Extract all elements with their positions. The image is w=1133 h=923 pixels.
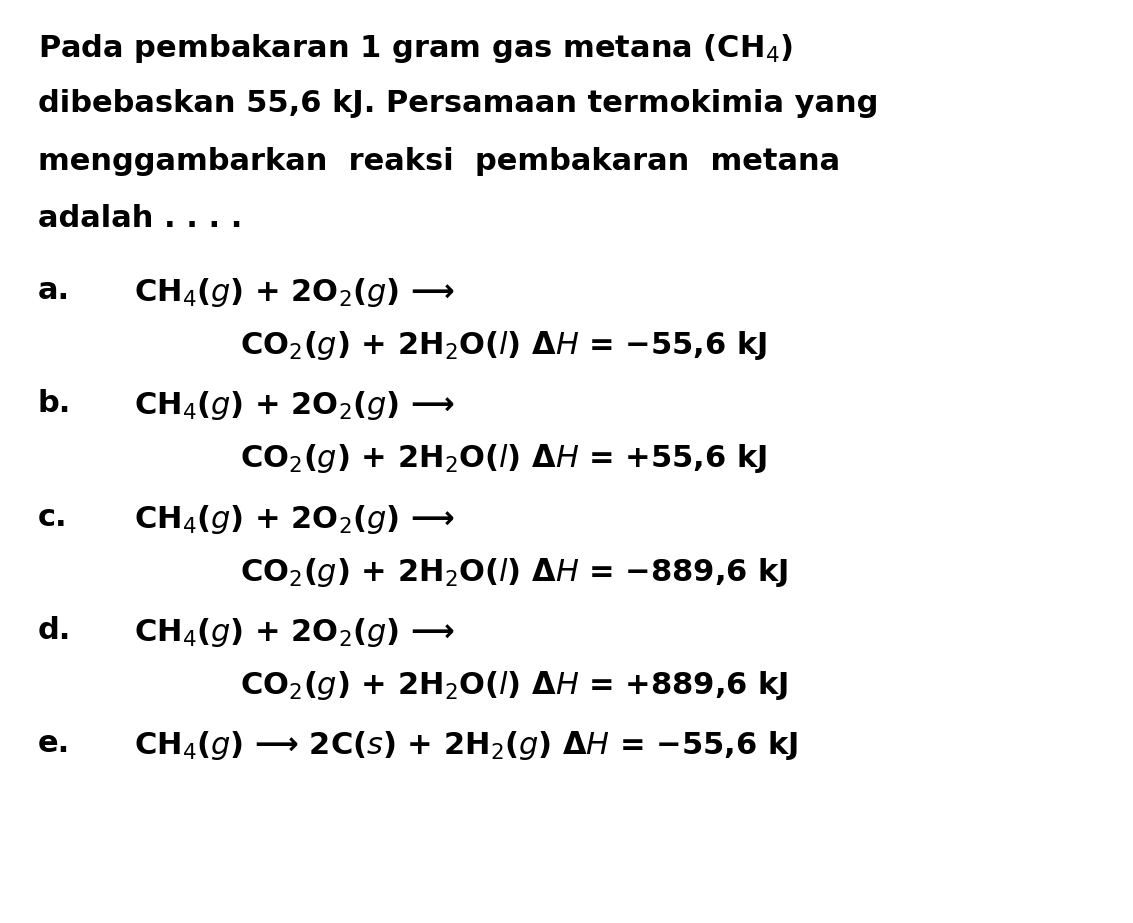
Text: CH$_4$($g$) ⟶ 2C($s$) + 2H$_2$($g$) Δ$H$ = −55,6 kJ: CH$_4$($g$) ⟶ 2C($s$) + 2H$_2$($g$) Δ$H$…: [134, 729, 798, 762]
Text: CH$_4$($g$) + 2O$_2$($g$) ⟶: CH$_4$($g$) + 2O$_2$($g$) ⟶: [134, 276, 454, 309]
Text: CO$_2$($g$) + 2H$_2$O($l$) Δ$H$ = +889,6 kJ: CO$_2$($g$) + 2H$_2$O($l$) Δ$H$ = +889,6…: [240, 669, 789, 702]
Text: CH$_4$($g$) + 2O$_2$($g$) ⟶: CH$_4$($g$) + 2O$_2$($g$) ⟶: [134, 390, 454, 422]
Text: b.: b.: [37, 390, 71, 418]
Text: Pada pembakaran 1 gram gas metana (CH$_4$): Pada pembakaran 1 gram gas metana (CH$_4…: [37, 31, 793, 65]
Text: menggambarkan  reaksi  pembakaran  metana: menggambarkan reaksi pembakaran metana: [37, 147, 840, 176]
Text: CO$_2$($g$) + 2H$_2$O($l$) Δ$H$ = −889,6 kJ: CO$_2$($g$) + 2H$_2$O($l$) Δ$H$ = −889,6…: [240, 556, 789, 589]
Text: CO$_2$($g$) + 2H$_2$O($l$) Δ$H$ = −55,6 kJ: CO$_2$($g$) + 2H$_2$O($l$) Δ$H$ = −55,6 …: [240, 329, 767, 362]
Text: c.: c.: [37, 503, 68, 532]
Text: a.: a.: [37, 276, 70, 305]
Text: CH$_4$($g$) + 2O$_2$($g$) ⟶: CH$_4$($g$) + 2O$_2$($g$) ⟶: [134, 616, 454, 649]
Text: d.: d.: [37, 616, 71, 645]
Text: dibebaskan 55,6 kJ. Persamaan termokimia yang: dibebaskan 55,6 kJ. Persamaan termokimia…: [37, 90, 878, 118]
Text: adalah . . . .: adalah . . . .: [37, 205, 242, 234]
Text: CH$_4$($g$) + 2O$_2$($g$) ⟶: CH$_4$($g$) + 2O$_2$($g$) ⟶: [134, 503, 454, 535]
Text: CO$_2$($g$) + 2H$_2$O($l$) Δ$H$ = +55,6 kJ: CO$_2$($g$) + 2H$_2$O($l$) Δ$H$ = +55,6 …: [240, 442, 767, 475]
Text: e.: e.: [37, 729, 70, 759]
